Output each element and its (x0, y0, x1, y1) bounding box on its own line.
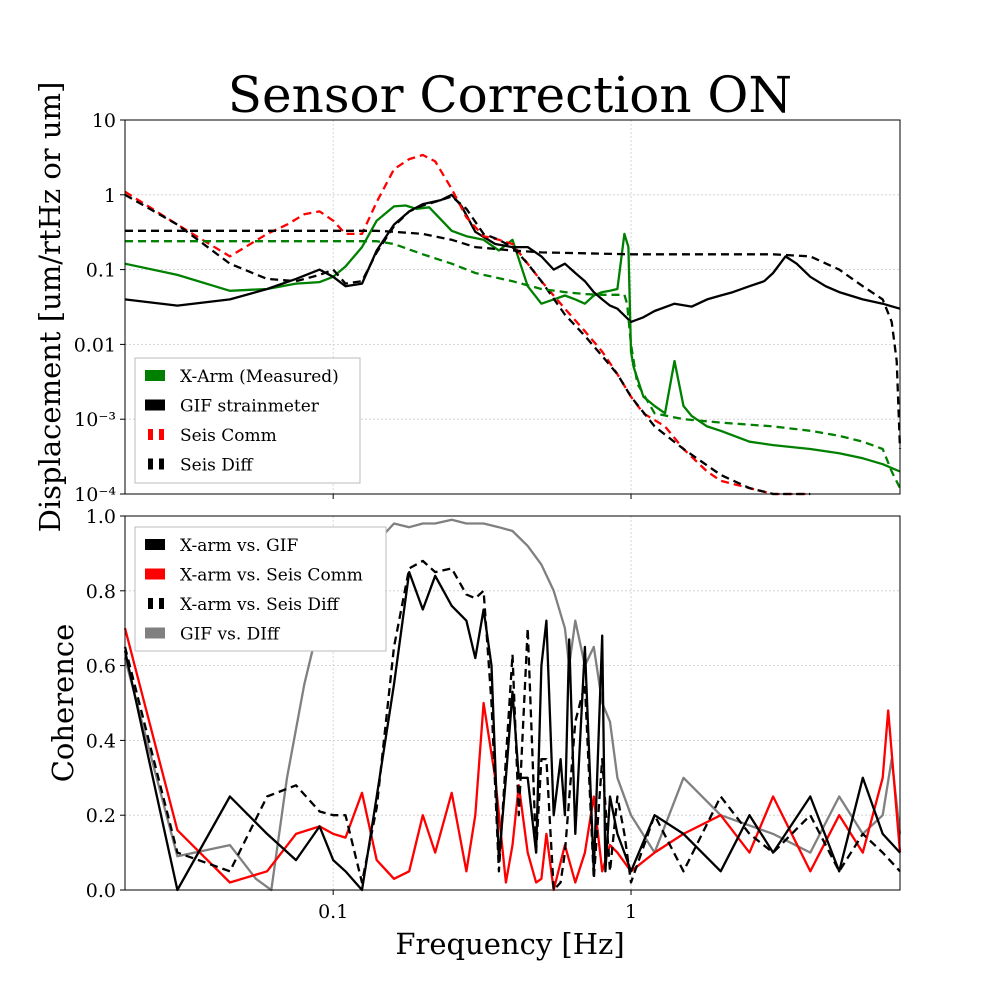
y-tick-label: 0.4 (86, 730, 116, 752)
legend-swatch (148, 598, 153, 609)
x-tick-label: 0.1 (318, 901, 348, 923)
y-tick-label: 1.0 (86, 506, 116, 528)
displacement-y-axis-label: Displacement [um/rtHz or um] (33, 82, 67, 533)
series-line-0 (124, 204, 901, 473)
legend-entry: GIF vs. DIff (145, 625, 281, 645)
legend-swatch (159, 458, 164, 470)
y-tick-label: 10⁻³ (74, 409, 116, 431)
coherence-panel: 0.00.20.40.60.81.0 0.1 1 X-arm vs. GIFX-a… (46, 494, 902, 923)
legend-swatch (159, 598, 164, 609)
displacement-y-ticks: 10 1 0.1 0.01 10⁻³ 10⁻⁴ (74, 110, 125, 506)
legend-swatch (145, 627, 165, 639)
series-line-4 (125, 240, 902, 489)
legend-entry: GIF strainmeter (145, 397, 320, 417)
displacement-series (124, 153, 902, 496)
legend-entry: X-arm vs. Seis Comm (145, 566, 363, 586)
legend-label: GIF strainmeter (180, 397, 320, 417)
legend-swatch (145, 399, 165, 411)
coherence-y-ticks: 0.0 0.2 0.4 0.6 0.8 1.0 (86, 506, 125, 902)
legend-label: Seis Diff (180, 456, 254, 476)
frequency-x-ticks: 0.1 1 (318, 494, 637, 923)
x-axis-label: Frequency [Hz] (395, 927, 624, 961)
series-line-2 (123, 559, 901, 892)
legend-label: X-arm vs. Seis Comm (180, 566, 363, 586)
legend-swatch (159, 429, 164, 440)
legend-swatch (148, 458, 153, 470)
y-tick-label: 0.6 (86, 656, 116, 678)
coherence-y-axis-label: Coherence (46, 624, 80, 783)
legend-box (134, 357, 361, 484)
y-tick-label: 0.0 (86, 880, 116, 902)
x-tick-label: 1 (625, 901, 637, 923)
y-tick-label: 10 (92, 110, 116, 132)
legend-swatch (145, 539, 165, 550)
displacement-legend: X-Arm (Measured) GIF strainmeter Seis Comm… (134, 357, 361, 484)
y-tick-label: 0.01 (74, 334, 116, 356)
legend-swatch (148, 429, 153, 440)
y-tick-label: 0.8 (86, 581, 116, 603)
legend-label: X-arm vs. Seis Diff (180, 595, 341, 615)
legend-label: X-arm vs. GIF (180, 536, 298, 556)
legend-swatch (145, 568, 165, 580)
coherence-axes-frame (124, 515, 901, 891)
figure-title: Sensor Correction ON (228, 66, 792, 124)
legend-entry: X-Arm (Measured) (145, 367, 339, 387)
series-line-3 (123, 570, 901, 892)
legend-entry: Seis Comm (148, 426, 277, 446)
y-tick-label: 0.1 (86, 260, 116, 282)
y-tick-label: 10⁻⁴ (74, 484, 116, 506)
series-line-3 (124, 193, 811, 496)
series-line-5 (125, 229, 902, 450)
y-tick-label: 1 (104, 185, 116, 207)
legend-label: X-Arm (Measured) (180, 367, 339, 387)
legend-entry: X-arm vs. Seis Diff (148, 595, 341, 615)
coherence-legend: X-arm vs. GIF X-arm vs. Seis Comm X-arm vs… (134, 526, 387, 652)
displacement-panel: 10 1 0.1 0.01 10⁻³ 10⁻⁴ X-Arm (Measured) GIF s… (33, 82, 902, 533)
series-line-2 (124, 153, 811, 496)
displacement-axes-frame (124, 119, 901, 495)
y-tick-label: 0.2 (86, 805, 116, 827)
legend-box (134, 526, 387, 652)
series-line-1 (124, 193, 901, 324)
series-line-1 (123, 627, 902, 892)
legend-entry: Seis Diff (148, 456, 254, 476)
legend-entry: X-arm vs. GIF (145, 536, 298, 556)
legend-label: Seis Comm (180, 426, 277, 446)
legend-swatch (145, 370, 165, 381)
legend-label: GIF vs. DIff (180, 625, 281, 645)
